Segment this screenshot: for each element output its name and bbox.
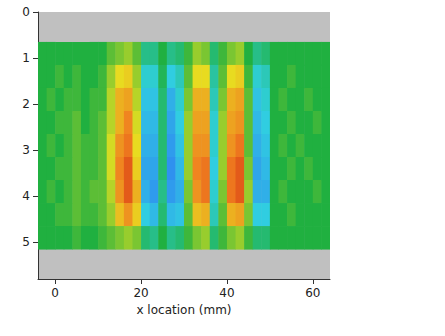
svg-text:20: 20 bbox=[133, 286, 148, 300]
svg-text:4: 4 bbox=[22, 189, 30, 203]
svg-text:0: 0 bbox=[22, 5, 30, 19]
svg-text:0: 0 bbox=[51, 286, 59, 300]
svg-text:60: 60 bbox=[305, 286, 320, 300]
svg-text:3: 3 bbox=[22, 143, 30, 157]
svg-text:2: 2 bbox=[22, 97, 30, 111]
svg-text:5: 5 bbox=[22, 235, 30, 249]
svg-text:40: 40 bbox=[219, 286, 234, 300]
svg-text:x location (mm): x location (mm) bbox=[136, 303, 231, 317]
svg-text:1: 1 bbox=[22, 51, 30, 65]
